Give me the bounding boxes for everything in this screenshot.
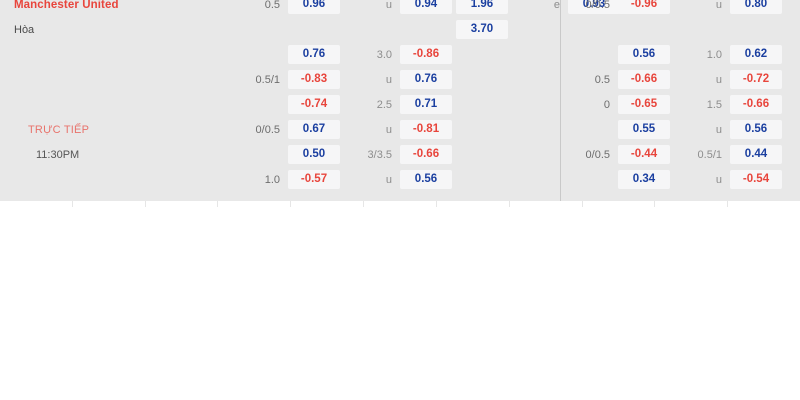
over-under-label: u bbox=[385, 0, 392, 11]
odds-row: Manchester United 0.5 0.96 u 0.94 1.96 e 0.93 0/… bbox=[0, 0, 800, 17]
handicap-label: 0 bbox=[603, 98, 610, 111]
odds-group-right: 0/0.5 -0.44 0.5/1 0.44 bbox=[560, 145, 800, 164]
odds-cell[interactable]: 0.80 bbox=[730, 0, 782, 14]
over-under-label: 1.5 bbox=[706, 98, 722, 111]
over-under-label: 1.0 bbox=[706, 48, 722, 61]
over-under-label: 2.5 bbox=[376, 98, 392, 111]
over-under-label: 3/3.5 bbox=[367, 148, 392, 161]
odds-group-middle: -0.74 2.5 0.71 bbox=[230, 95, 560, 114]
over-under-label: 3.0 bbox=[376, 48, 392, 61]
odds-cell[interactable]: -0.57 bbox=[288, 170, 340, 189]
draw-label: Hòa bbox=[14, 23, 35, 36]
odds-cell[interactable]: -0.66 bbox=[400, 145, 452, 164]
over-under-label: u bbox=[385, 73, 392, 86]
handicap-label: 0/0.5 bbox=[255, 123, 280, 136]
odds-cell[interactable]: 0.34 bbox=[618, 170, 670, 189]
odds-rows-container: Manchester United 0.5 0.96 u 0.94 1.96 e 0.93 0/… bbox=[0, 0, 800, 192]
odds-cell[interactable]: 0.93 bbox=[568, 0, 620, 14]
match-info-cell: Manchester United bbox=[0, 0, 230, 11]
live-status-label: TRỰC TIẾP bbox=[28, 123, 90, 136]
over-under-label: u bbox=[385, 173, 392, 186]
handicap-label: 0/0.5 bbox=[585, 148, 610, 161]
odds-cell[interactable]: 0.62 bbox=[730, 45, 782, 64]
odds-row: -0.74 2.5 0.71 0 -0.65 1.5 -0.66 bbox=[0, 92, 800, 117]
odds-row: 11:30PM 0.50 3/3.5 -0.66 0/0.5 -0.44 0.5/1 0.44 bbox=[0, 142, 800, 167]
handicap-label: 0/0.5 bbox=[585, 0, 610, 11]
odds-cell[interactable]: -0.83 bbox=[288, 70, 340, 89]
match-time: 11:30PM bbox=[36, 148, 80, 161]
odds-group-right: 0.55 u 0.56 bbox=[560, 120, 800, 139]
odds-group-right: 0.34 u -0.54 bbox=[560, 170, 800, 189]
odds-group-middle: 1.0 -0.57 u 0.56 bbox=[230, 170, 560, 189]
odds-cell[interactable]: 0.67 bbox=[288, 120, 340, 139]
match-info-cell: Hòa bbox=[0, 24, 230, 36]
odds-cell[interactable]: -0.72 bbox=[730, 70, 782, 89]
odds-cell[interactable]: -0.86 bbox=[400, 45, 452, 64]
odds-group-divider bbox=[560, 0, 561, 201]
odds-cell[interactable]: 0.94 bbox=[400, 0, 452, 14]
odds-group-right: 0/0.5 -0.96 u 0.80 bbox=[560, 0, 800, 14]
odds-cell[interactable]: -0.96 bbox=[618, 0, 670, 14]
odds-cell[interactable]: 0.56 bbox=[730, 120, 782, 139]
odds-group-middle: 0/0.5 0.67 u -0.81 bbox=[230, 120, 560, 139]
match-info-cell: TRỰC TIẾP bbox=[0, 124, 230, 136]
over-under-label: u bbox=[715, 73, 722, 86]
odds-cell[interactable]: 0.56 bbox=[400, 170, 452, 189]
odds-group-middle: 0.5/1 -0.83 u 0.76 bbox=[230, 70, 560, 89]
odds-row: 1.0 -0.57 u 0.56 0.34 u -0.54 bbox=[0, 167, 800, 192]
handicap-label: 1.0 bbox=[264, 173, 280, 186]
even-label: e bbox=[553, 0, 560, 11]
odds-group-right: 0.5 -0.66 u -0.72 bbox=[560, 70, 800, 89]
odds-cell[interactable]: -0.74 bbox=[288, 95, 340, 114]
handicap-label: 0.5 bbox=[264, 0, 280, 11]
odds-cell[interactable]: 0.56 bbox=[618, 45, 670, 64]
over-under-label: u bbox=[385, 123, 392, 136]
odds-group-middle: 0.5 0.96 u 0.94 1.96 e 0.93 bbox=[230, 0, 620, 14]
over-under-label: u bbox=[715, 173, 722, 186]
odds-group-middle: 3.70 bbox=[230, 20, 560, 39]
team-name: Manchester United bbox=[14, 0, 119, 11]
over-under-label: u bbox=[715, 0, 722, 11]
odds-cell[interactable]: -0.44 bbox=[618, 145, 670, 164]
odds-row: 0.76 3.0 -0.86 0.56 1.0 0.62 bbox=[0, 42, 800, 67]
odds-group-right: 0.56 1.0 0.62 bbox=[560, 45, 800, 64]
odds-cell[interactable]: 0.76 bbox=[400, 70, 452, 89]
odds-row: 0.5/1 -0.83 u 0.76 0.5 -0.66 u -0.72 bbox=[0, 67, 800, 92]
odds-row: TRỰC TIẾP 0/0.5 0.67 u -0.81 0.55 u 0.56 bbox=[0, 117, 800, 142]
odds-cell[interactable]: 0.96 bbox=[288, 0, 340, 14]
over-under-label: u bbox=[715, 123, 722, 136]
odds-cell[interactable]: 1.96 bbox=[456, 0, 508, 14]
odds-group-right: 0 -0.65 1.5 -0.66 bbox=[560, 95, 800, 114]
over-under-label: 0.5/1 bbox=[697, 148, 722, 161]
odds-group-middle: 0.50 3/3.5 -0.66 bbox=[230, 145, 560, 164]
odds-cell[interactable]: -0.65 bbox=[618, 95, 670, 114]
handicap-label: 0.5 bbox=[594, 73, 610, 86]
odds-group-middle: 0.76 3.0 -0.86 bbox=[230, 45, 560, 64]
odds-cell[interactable]: 3.70 bbox=[456, 20, 508, 39]
odds-cell[interactable]: -0.81 bbox=[400, 120, 452, 139]
odds-cell[interactable]: -0.66 bbox=[730, 95, 782, 114]
odds-cell[interactable]: 0.71 bbox=[400, 95, 452, 114]
odds-cell[interactable]: 0.50 bbox=[288, 145, 340, 164]
handicap-label: 0.5/1 bbox=[255, 73, 280, 86]
odds-cell[interactable]: -0.66 bbox=[618, 70, 670, 89]
odds-cell[interactable]: -0.54 bbox=[730, 170, 782, 189]
odds-cell[interactable]: 0.44 bbox=[730, 145, 782, 164]
match-info-cell: 11:30PM bbox=[0, 149, 230, 161]
odds-cell[interactable]: 0.55 bbox=[618, 120, 670, 139]
odds-cell[interactable]: 0.76 bbox=[288, 45, 340, 64]
odds-panel: Manchester United 0.5 0.96 u 0.94 1.96 e 0.93 0/… bbox=[0, 0, 800, 201]
